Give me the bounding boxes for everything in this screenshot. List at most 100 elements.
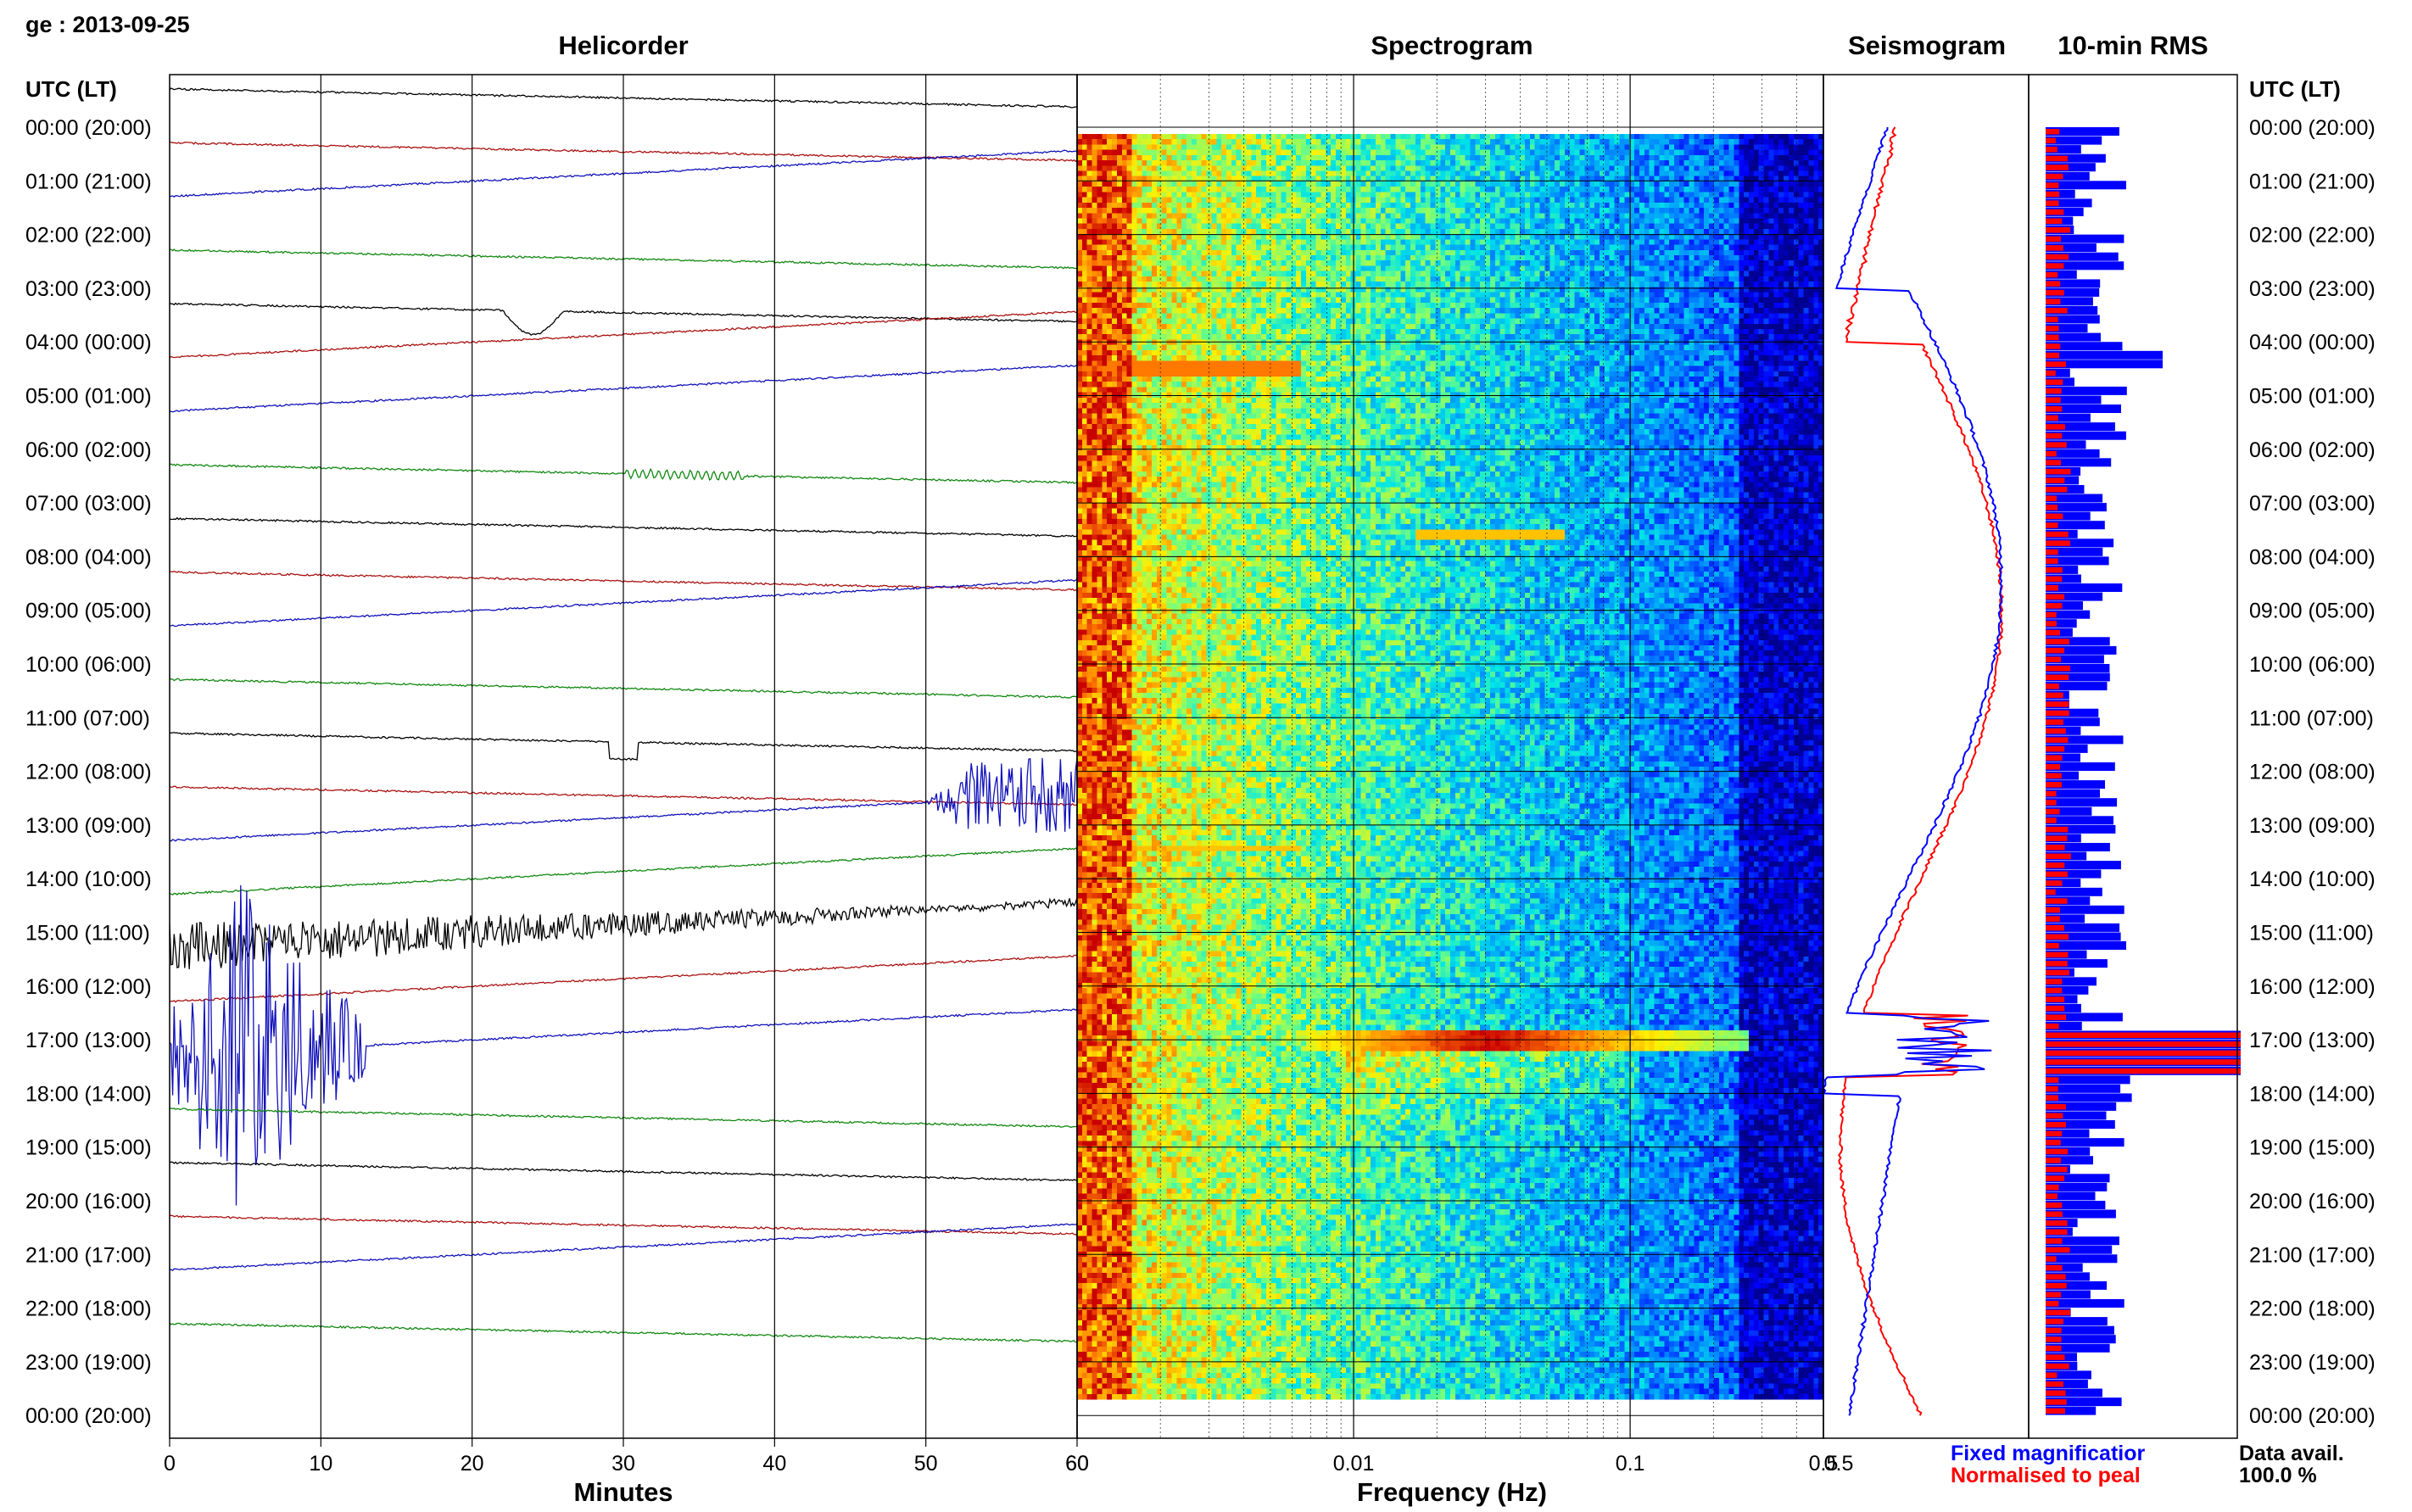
rms-bar-normalised [2046, 1104, 2066, 1110]
rms-bar-normalised [2046, 326, 2059, 332]
rms-bar-normalised [2046, 1346, 2062, 1352]
rms-bar-normalised [2046, 451, 2057, 457]
rms-bar-normalised [2046, 1086, 2058, 1092]
row-label-left: 14:00 (10:00) [25, 868, 152, 891]
rms-bar-normalised [2046, 398, 2061, 404]
row-label-left: 00:00 (20:00) [25, 116, 152, 140]
rms-bars [2046, 127, 2241, 1415]
row-label-right: 05:00 (01:00) [2249, 385, 2376, 409]
rms-bar-normalised [2046, 165, 2069, 170]
rms-bar-normalised [2046, 988, 2062, 994]
rms-bar-normalised [2046, 192, 2059, 198]
rms-bar-normalised [2046, 746, 2064, 752]
row-label-left: 01:00 (21:00) [25, 170, 152, 193]
row-label-left: 16:00 (12:00) [25, 975, 152, 999]
rms-bar-normalised [2046, 182, 2058, 188]
row-label-left: 22:00 (18:00) [25, 1297, 152, 1321]
rms-bar-normalised [2046, 129, 2059, 135]
rms-bar-normalised [2046, 219, 2062, 225]
rms-bar-normalised [2046, 961, 2068, 967]
rms-bar-normalised [2046, 585, 2058, 591]
minute-tick-label: 0 [164, 1452, 176, 1476]
row-label-right: 02:00 (22:00) [2249, 224, 2376, 248]
row-label-right: 18:00 (14:00) [2249, 1082, 2376, 1106]
row-label-left: 10:00 (06:00) [25, 653, 152, 677]
rms-bar-normalised [2046, 1328, 2062, 1334]
row-label-left: 15:00 (11:00) [25, 922, 150, 946]
rms-bar-normalised [2046, 603, 2063, 609]
spec-start-label: 60 [1065, 1452, 1089, 1476]
rms-bar-normalised [2046, 1131, 2062, 1137]
rms-bar-normalised [2046, 388, 2062, 394]
rms-bar-normalised [2046, 254, 2069, 260]
rms-bar-normalised [2046, 469, 2071, 475]
legend-fixed-magnification: Fixed magnificatior [1951, 1442, 2145, 1465]
figure-canvas: ge : 2013-09-25 Helicorder Spectrogram S… [0, 0, 2412, 1508]
rms-bar-normalised [2046, 174, 2063, 180]
row-label-right: 09:00 (05:00) [2249, 600, 2376, 623]
row-label-right: 07:00 (03:00) [2249, 492, 2376, 516]
panel-title-helicorder: Helicorder [558, 31, 688, 60]
rms-bar-normalised [2046, 1175, 2064, 1181]
row-label-left: 18:00 (14:00) [25, 1082, 152, 1106]
rms-bar-normalised [2046, 1041, 2241, 1047]
row-label-left: 21:00 (17:00) [25, 1243, 152, 1267]
row-label-left: 23:00 (19:00) [25, 1351, 152, 1375]
row-label-left: 03:00 (23:00) [25, 277, 152, 301]
rms-bar-normalised [2046, 1193, 2057, 1199]
rms-bar-normalised [2046, 353, 2059, 359]
row-label-right: 23:00 (19:00) [2249, 1351, 2376, 1375]
freq-tick-label: 0.01 [1333, 1452, 1375, 1476]
rms-bar-normalised [2046, 1122, 2066, 1128]
row-label-right: 20:00 (16:00) [2249, 1190, 2376, 1214]
rms-bar-normalised [2046, 656, 2061, 662]
freq-tick-label: 0.1 [1616, 1452, 1645, 1476]
row-label-right: 13:00 (09:00) [2249, 814, 2376, 838]
rms-bar-normalised [2046, 335, 2059, 341]
rms-bar-normalised [2046, 550, 2058, 555]
row-label-right: 03:00 (23:00) [2249, 277, 2376, 301]
rms-bar-normalised [2046, 424, 2065, 430]
data-avail-value: 100.0 % [2239, 1464, 2317, 1487]
rms-bar-normalised [2046, 935, 2069, 940]
rms-bar-normalised [2046, 943, 2059, 949]
row-label-left: 19:00 (15:00) [25, 1136, 152, 1160]
seismogram-curves [1823, 127, 2003, 1415]
helicorder-traces [170, 75, 1077, 1438]
rms-bar-normalised [2046, 880, 2063, 886]
frequency-axis-label: Frequency (Hz) [1357, 1477, 1547, 1507]
row-label-right: 12:00 (08:00) [2249, 761, 2376, 784]
rms-bar-normalised [2046, 1024, 2059, 1029]
rms-bar-normalised [2046, 505, 2057, 511]
rms-bar-normalised [2046, 1283, 2067, 1289]
rms-bar-normalised [2046, 1006, 2064, 1012]
rms-bar-normalised [2046, 1256, 2057, 1262]
row-label-left: 04:00 (00:00) [25, 331, 152, 354]
rms-bar-normalised [2046, 737, 2068, 743]
rms-bar-normalised [2046, 1220, 2068, 1226]
rms-bar-normalised [2046, 532, 2069, 538]
rms-bar-normalised [2046, 1238, 2063, 1244]
rms-bar-normalised [2046, 209, 2063, 215]
rms-bar-normalised [2046, 460, 2061, 466]
minute-tick-label: 40 [762, 1452, 786, 1476]
rms-bar-normalised [2046, 1113, 2063, 1119]
rms-bar-normalised [2046, 612, 2057, 618]
row-label-left: 07:00 (03:00) [25, 492, 152, 516]
row-label-right: 11:00 (07:00) [2249, 706, 2374, 730]
rms-bar-normalised [2046, 1354, 2065, 1360]
rms-bar-normalised [2046, 1391, 2066, 1397]
rms-bar-normalised [2046, 835, 2067, 841]
rms-bar-normalised [2046, 245, 2063, 251]
rms-bar-normalised [2046, 379, 2063, 385]
rms-bar-normalised [2046, 1301, 2058, 1307]
row-label-right: 16:00 (12:00) [2249, 975, 2376, 999]
panel-title-rms: 10-min RMS [2057, 31, 2208, 60]
rms-bar-normalised [2046, 577, 2062, 583]
rms-bar-normalised [2046, 630, 2060, 636]
spectrogram-heatmap [1077, 134, 1824, 1400]
rms-bar-normalised [2046, 416, 2058, 421]
minutes-axis-label: Minutes [573, 1477, 673, 1507]
rms-bar-normalised [2046, 854, 2071, 860]
row-label-right: 15:00 (11:00) [2249, 922, 2374, 946]
